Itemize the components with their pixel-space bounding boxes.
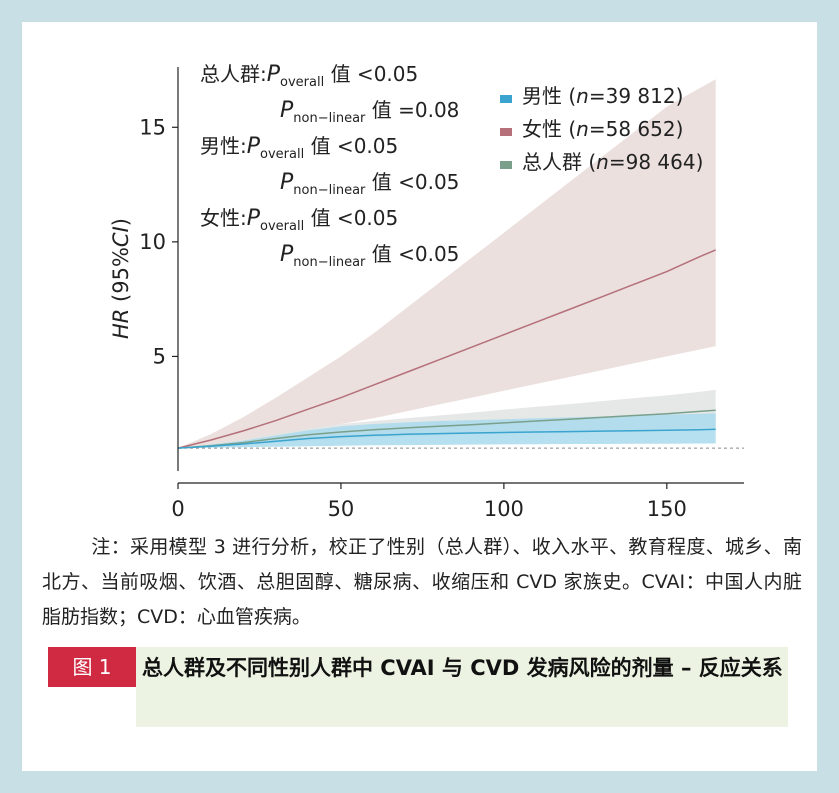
y-axis-label: HR (95%CI): [109, 218, 133, 339]
dose-response-chart: 05010015051015CVAIHR (95%CI) 男性 (n=39 81…: [109, 62, 744, 521]
x-tick-label: 100: [484, 497, 524, 521]
series-line-0: [177, 428, 716, 449]
y-tick-label: 5: [153, 344, 166, 368]
figure-note: 注：采用模型 3 进行分析，校正了性别（总人群）、收入水平、教育程度、城乡、南北…: [42, 536, 802, 628]
x-tick-label: 0: [171, 497, 184, 521]
ci-band-0: [178, 413, 716, 449]
figure-label: 图 1: [48, 647, 136, 687]
p-value-annotation-4: 女性:Poverall 值 <0.05: [200, 206, 398, 234]
legend-swatch-1: [500, 128, 512, 136]
y-tick-label: 15: [139, 115, 166, 139]
figure-card: 05010015051015CVAIHR (95%CI) 男性 (n=39 81…: [22, 22, 817, 771]
series-line-1: [177, 249, 716, 449]
legend-swatch-0: [500, 95, 512, 103]
legend-entry-0: 男性 (n=39 812): [522, 84, 683, 108]
p-value-annotation-1: Pnon−linear 值 =0.08: [280, 98, 459, 126]
figure-title: 总人群及不同性别人群中 CVAI 与 CVD 发病风险的剂量 – 反应关系: [136, 647, 788, 727]
legend-swatch-2: [500, 161, 512, 169]
p-value-annotation-5: Pnon−linear 值 <0.05: [280, 242, 459, 270]
x-tick-label: 150: [647, 497, 687, 521]
p-value-annotation-2: 男性:Poverall 值 <0.05: [200, 134, 398, 162]
p-value-annotation-3: Pnon−linear 值 <0.05: [280, 170, 459, 198]
legend-entry-2: 总人群 (n=98 464): [522, 150, 703, 174]
y-tick-label: 10: [139, 230, 166, 254]
x-tick-label: 50: [328, 497, 355, 521]
legend-entry-1: 女性 (n=58 652): [522, 117, 683, 141]
ci-band-1: [178, 79, 716, 449]
p-value-annotation-0: 总人群:Poverall 值 <0.05: [200, 62, 418, 90]
figure-caption: 图 1 总人群及不同性别人群中 CVAI 与 CVD 发病风险的剂量 – 反应关…: [48, 647, 788, 727]
series-line-2: [177, 409, 716, 449]
